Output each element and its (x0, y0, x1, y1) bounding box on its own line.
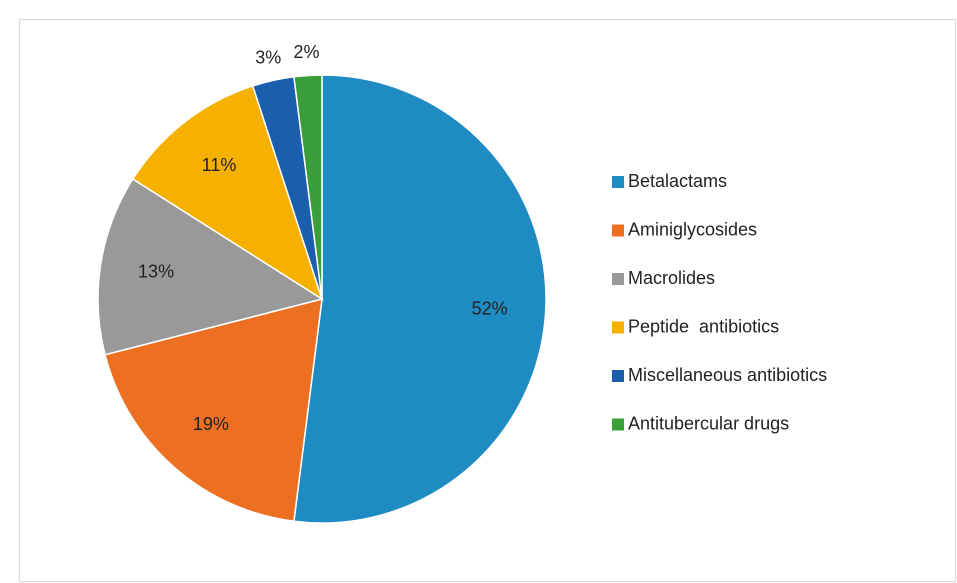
legend-label: Macrolides (628, 268, 715, 288)
data-label: 13% (138, 261, 174, 281)
pie-slice (97, 177, 324, 356)
data-label: 11% (202, 155, 237, 175)
pie-slice (293, 74, 323, 300)
pie-slice (104, 297, 323, 523)
data-label: 52% (472, 298, 508, 318)
data-label: 2% (294, 42, 320, 62)
data-label: 19% (193, 414, 229, 434)
legend-swatch (612, 418, 624, 431)
legend-label: Betalactams (628, 171, 727, 191)
legend-swatch (612, 224, 624, 237)
pie-slice (293, 74, 547, 524)
legend-swatch (612, 370, 624, 382)
legend-swatch (612, 273, 624, 285)
legend-label: Miscellaneous antibiotics (628, 365, 827, 385)
legend-swatch (612, 176, 624, 188)
legend-label: Peptide antibiotics (628, 316, 779, 336)
data-label: 3% (255, 47, 281, 67)
legend-label: Antitubercular drugs (628, 413, 789, 433)
pie-slice (131, 85, 324, 301)
legend-swatch (612, 321, 624, 334)
legend-label: Aminiglycosides (628, 219, 757, 239)
